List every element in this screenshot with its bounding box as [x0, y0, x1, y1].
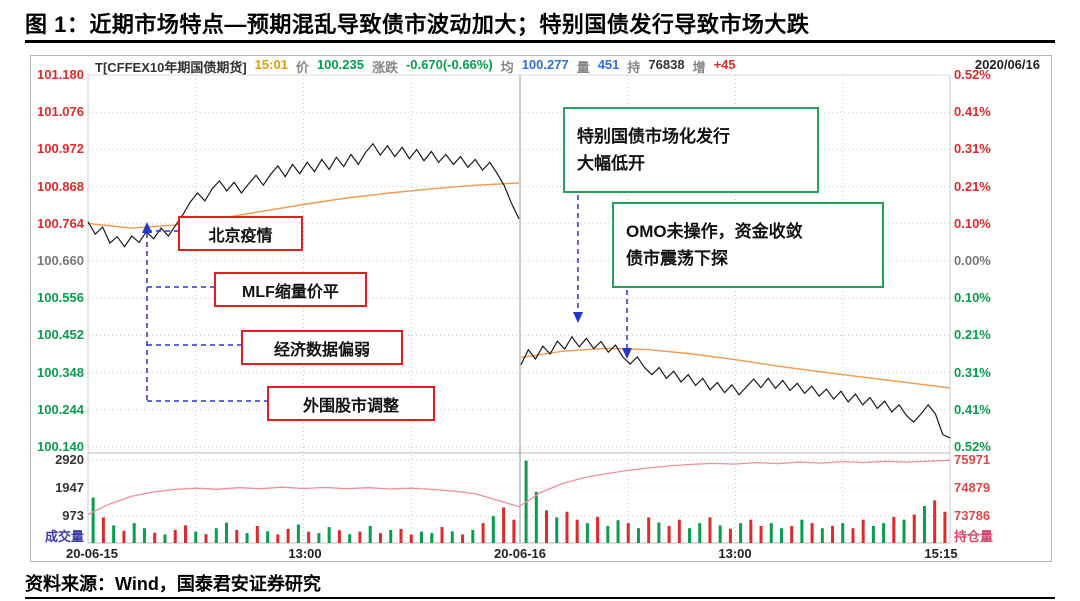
bottom-rule — [25, 597, 1055, 599]
chart-panel — [30, 55, 1052, 562]
callout-line1: 特别国债市场化发行 — [577, 126, 730, 146]
figure-title: 图 1：近期市场特点—预期混乱导致债市波动加大；特别国债发行导致市场大跌 — [25, 12, 810, 37]
quote-header: T[CFFEX10年期国债期货] 15:01 价 100.235 涨跌 -0.6… — [95, 57, 736, 76]
avg-value: 100.277 — [521, 57, 569, 72]
callout-line2: 债市震荡下探 — [626, 249, 728, 268]
callout-beijing-epidemic: 北京疫情 — [178, 216, 303, 251]
callout-mlf: MLF缩量价平 — [214, 272, 367, 307]
callout-text: 经济数据偏弱 — [273, 341, 370, 359]
instrument-name: T[CFFEX10年期国债期货] — [95, 60, 247, 75]
callout-omo-no-operation: OMO未操作，资金收敛 债市震荡下探 — [612, 202, 884, 288]
callout-external-stock-adjustment: 外围股市调整 — [267, 386, 435, 421]
volume-value: 451 — [597, 57, 620, 72]
callout-text: MLF缩量价平 — [242, 283, 339, 301]
change-label: 涨跌 — [371, 60, 398, 75]
change-value: -0.670(-0.66%) — [405, 57, 493, 72]
increase-value: +45 — [713, 57, 736, 72]
avg-label: 均 — [500, 60, 514, 75]
title-underline — [25, 40, 1055, 43]
quote-time: 15:01 — [254, 57, 288, 72]
open-interest-value: 76838 — [648, 57, 685, 72]
open-interest-label: 持 — [627, 60, 641, 75]
price-value: 100.235 — [316, 57, 364, 72]
source-note: 资料来源：Wind，国泰君安证券研究 — [25, 574, 321, 594]
callout-special-treasury-issuance: 特别国债市场化发行 大幅低开 — [563, 107, 819, 193]
callout-text: 外围股市调整 — [302, 397, 399, 415]
increase-label: 增 — [692, 60, 706, 75]
quote-date: 2020/06/16 — [974, 57, 1040, 72]
callout-text: 北京疫情 — [208, 227, 273, 245]
callout-line2: 大幅低开 — [577, 154, 645, 173]
callout-line1: OMO未操作，资金收敛 — [626, 221, 803, 241]
price-label: 价 — [295, 60, 309, 75]
volume-label: 量 — [576, 60, 590, 75]
callout-weak-economic-data: 经济数据偏弱 — [241, 330, 403, 365]
